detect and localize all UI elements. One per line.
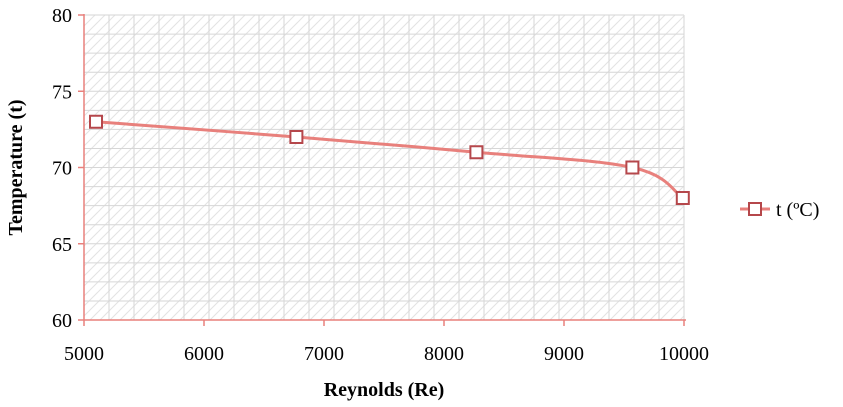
data-point-marker <box>89 114 103 129</box>
x-tick-label: 10000 <box>659 343 709 365</box>
x-tick-label: 6000 <box>184 343 224 365</box>
y-tick-labels: 60 65 70 75 80 <box>52 5 72 332</box>
x-tick-label: 9000 <box>544 343 584 365</box>
x-tick-label: 7000 <box>304 343 344 365</box>
x-tick-label: 5000 <box>64 343 104 365</box>
y-tick-label: 70 <box>52 158 72 180</box>
legend-series-label: t (ºC) <box>776 199 819 221</box>
tick-marks <box>78 14 685 326</box>
y-tick-label: 65 <box>52 234 72 256</box>
x-tick-label: 8000 <box>424 343 464 365</box>
data-point-marker <box>625 160 640 175</box>
y-tick-label: 60 <box>52 310 72 332</box>
x-tick-labels: 5000 6000 7000 8000 9000 10000 <box>64 343 709 365</box>
series-group <box>89 114 690 205</box>
y-axis-title: Temperature (t) <box>5 99 27 235</box>
plot-area <box>83 14 685 321</box>
x-axis-title: Reynolds (Re) <box>324 379 445 401</box>
y-tick-label: 75 <box>52 81 72 103</box>
data-point-marker <box>469 145 484 160</box>
data-point-marker <box>675 191 690 205</box>
legend: t (ºC) <box>740 199 819 221</box>
y-tick-label: 80 <box>52 5 72 27</box>
data-point-marker <box>289 130 304 144</box>
legend-series-marker <box>748 202 762 216</box>
